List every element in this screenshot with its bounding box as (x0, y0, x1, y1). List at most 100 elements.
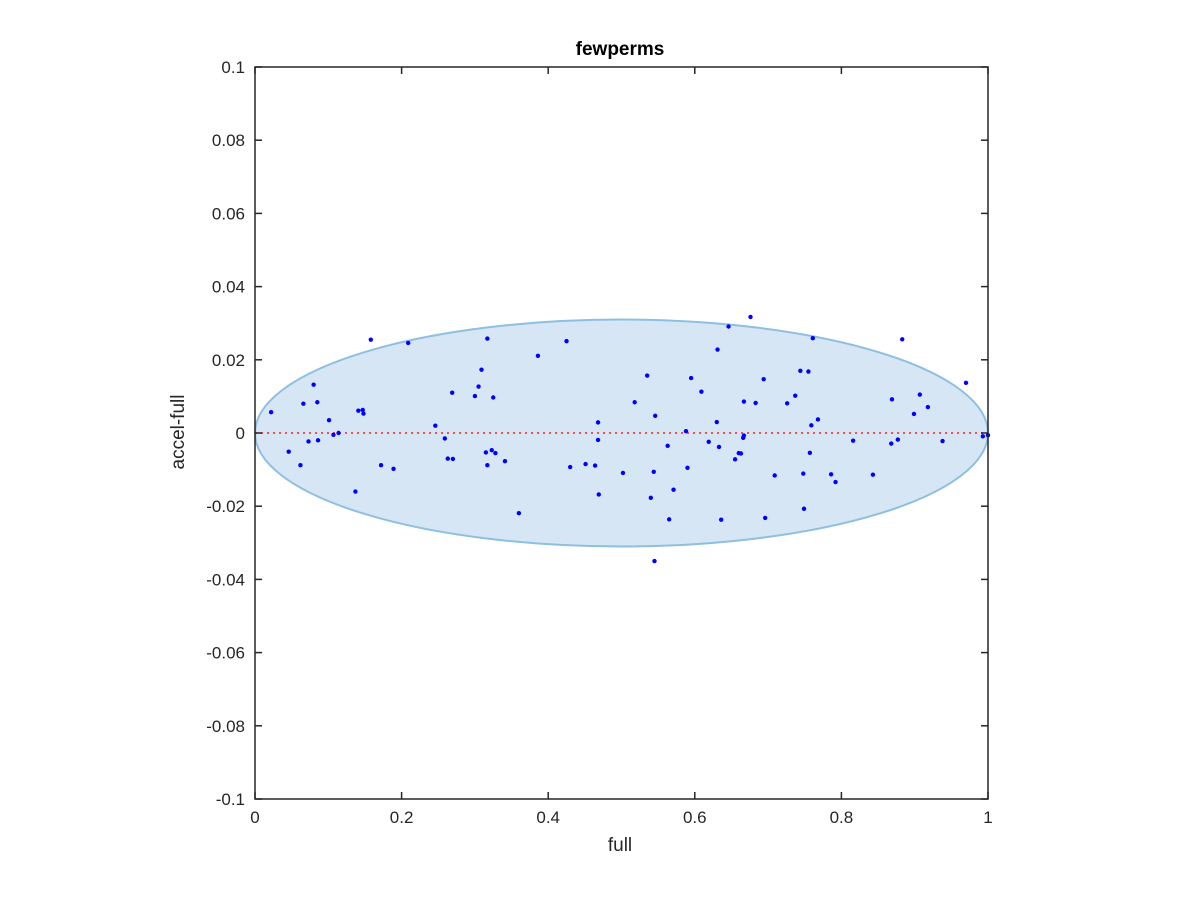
data-point (353, 489, 358, 494)
x-tick-label: 0.2 (390, 808, 414, 827)
data-point (595, 437, 601, 443)
data-point (699, 389, 704, 394)
data-point (748, 314, 753, 320)
data-point (940, 438, 945, 444)
data-point (911, 411, 917, 417)
data-point (298, 463, 303, 468)
data-point (772, 473, 777, 478)
data-point (828, 472, 834, 477)
data-point (326, 417, 332, 423)
data-point (502, 458, 508, 464)
data-point (301, 401, 306, 406)
x-tick-label: 0.4 (536, 808, 560, 827)
data-point (810, 336, 816, 341)
data-point (652, 558, 657, 564)
data-point (850, 438, 856, 443)
data-point (378, 463, 384, 468)
data-point (493, 450, 498, 456)
data-point (315, 438, 321, 443)
data-point (595, 420, 601, 425)
data-point (653, 413, 658, 418)
data-point (732, 457, 738, 462)
data-point (900, 337, 905, 342)
data-point (442, 436, 448, 441)
data-point (806, 369, 811, 374)
data-point (535, 353, 541, 358)
data-point (809, 423, 814, 428)
data-point (665, 443, 670, 449)
y-tick-label: 0.08 (212, 131, 245, 150)
data-point (336, 430, 341, 436)
data-point (798, 368, 803, 373)
data-point (762, 515, 768, 521)
data-point (483, 450, 489, 455)
y-tick-label: -0.04 (206, 570, 245, 589)
data-point (449, 390, 455, 395)
data-point (391, 466, 396, 472)
data-point (925, 404, 931, 410)
x-tick-label: 1 (983, 808, 992, 827)
y-tick-label: 0.06 (212, 204, 245, 223)
y-tick-label: 0.1 (221, 58, 245, 77)
data-point (716, 444, 722, 450)
data-point (889, 397, 895, 402)
data-point (741, 433, 747, 438)
data-point (620, 470, 626, 476)
y-axis-ticks: 0.1 0.08 0.06 0.04 0.02 0 -0.02 -0.04 -0.06 -0.08… (206, 58, 988, 809)
data-point (479, 367, 484, 372)
data-point (405, 340, 411, 346)
data-point (648, 495, 654, 500)
data-point (306, 439, 311, 444)
data-point (361, 411, 366, 416)
data-point (445, 456, 450, 461)
y-tick-label: 0.02 (212, 351, 245, 370)
data-point (311, 382, 316, 387)
data-point (895, 437, 901, 442)
data-point (360, 407, 365, 413)
data-point (472, 393, 478, 399)
data-point (666, 517, 672, 522)
data-point (450, 456, 456, 462)
data-point (815, 417, 821, 422)
data-point (714, 419, 719, 425)
data-point (801, 471, 806, 476)
data-point (268, 409, 274, 415)
data-point (476, 384, 481, 389)
data-points-layer (268, 314, 991, 564)
data-point (671, 487, 676, 492)
data-point (889, 441, 894, 446)
data-point (564, 338, 569, 344)
data-point (485, 336, 490, 341)
data-point (644, 373, 650, 378)
data-point (980, 434, 986, 439)
x-tick-label: 0.8 (830, 808, 854, 827)
data-point (741, 399, 747, 404)
data-point (651, 469, 656, 474)
data-point (433, 423, 438, 428)
data-point (683, 428, 689, 434)
data-point (567, 464, 573, 470)
data-point (489, 448, 494, 453)
data-point (726, 324, 731, 329)
data-point (833, 479, 838, 485)
x-tick-label: 0 (250, 808, 259, 827)
data-point (801, 506, 807, 511)
chart-title: fewperms (576, 39, 665, 60)
data-point (688, 375, 694, 381)
x-axis-ticks: 0 0.2 0.4 0.6 0.8 1 (250, 67, 993, 827)
y-tick-label: 0.04 (212, 278, 245, 297)
data-point (963, 380, 969, 386)
data-point (807, 450, 813, 455)
data-point (368, 337, 374, 342)
data-point (596, 492, 601, 497)
data-point (592, 463, 598, 468)
data-point (784, 401, 790, 406)
data-point (485, 463, 490, 468)
y-tick-label: -0.1 (216, 790, 245, 809)
data-point (793, 393, 798, 398)
data-point (632, 400, 637, 405)
data-point (917, 392, 923, 397)
data-point (706, 439, 711, 444)
data-point (356, 408, 361, 413)
